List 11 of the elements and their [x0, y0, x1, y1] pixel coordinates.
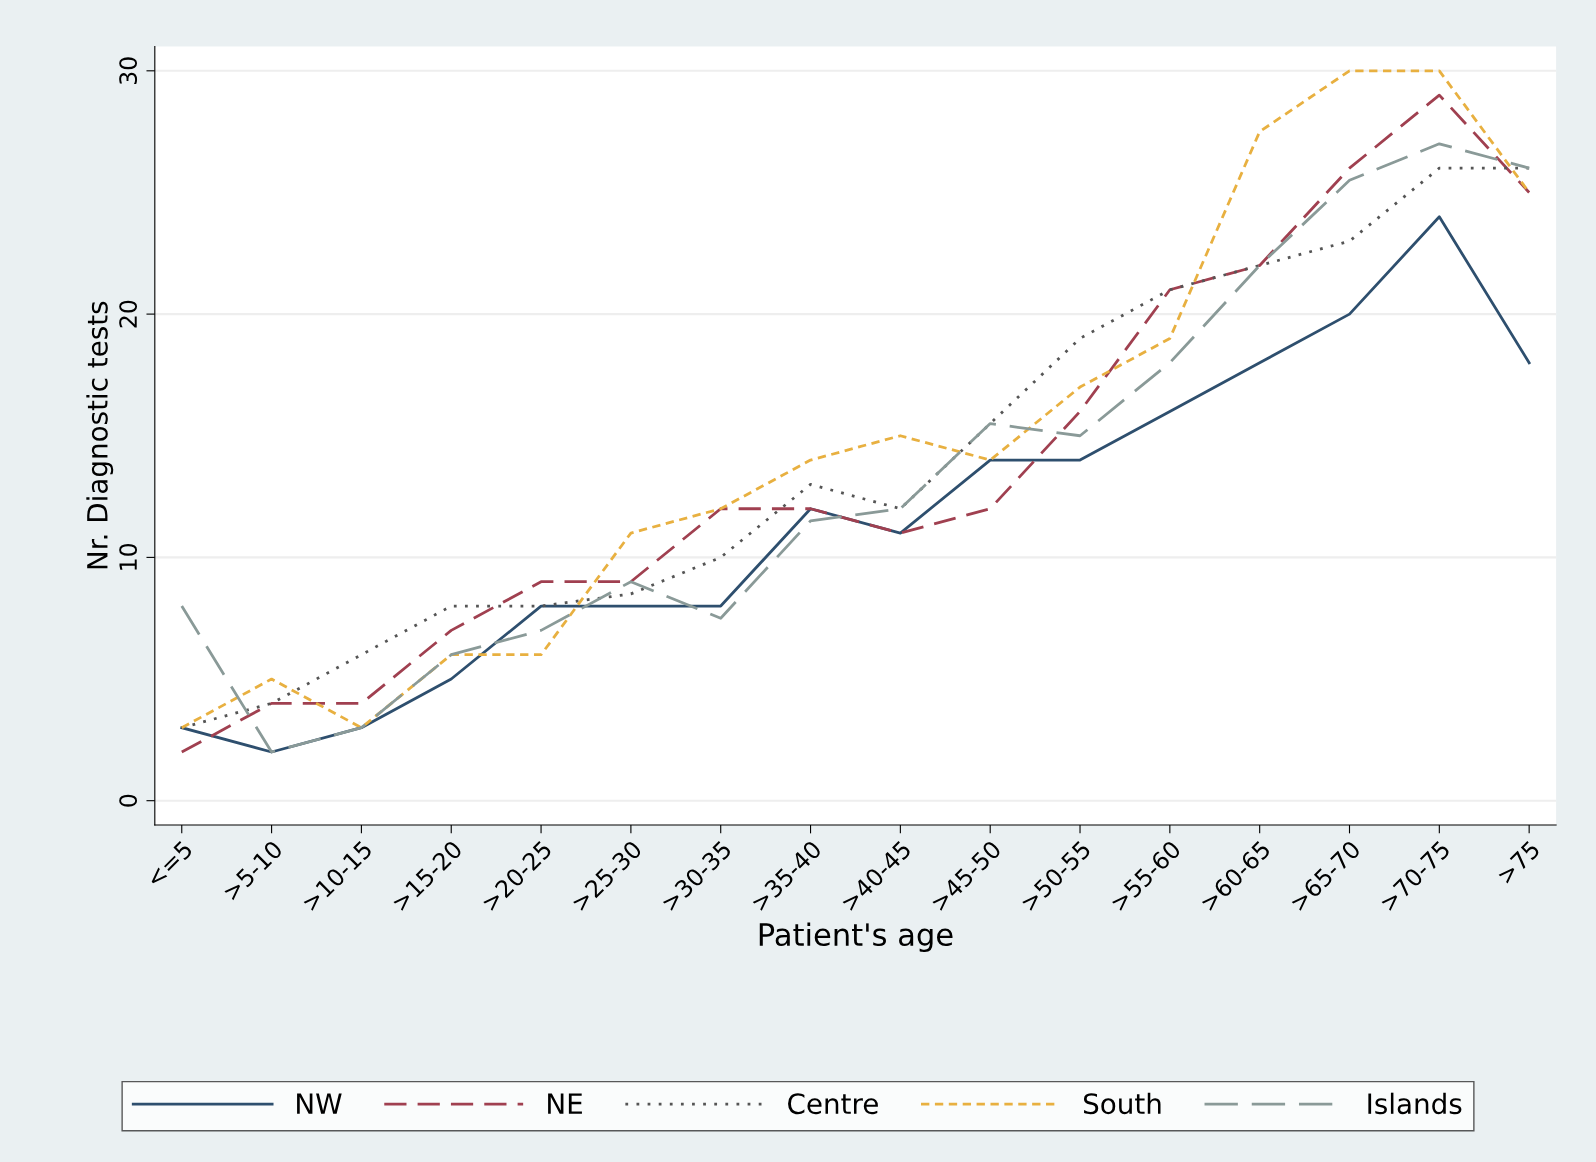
- y-tick-label: 10: [119, 543, 138, 570]
- x-axis-title: Patient's age: [759, 922, 953, 952]
- legend-label: NE: [548, 1093, 582, 1114]
- y-tick-label: 0: [119, 794, 138, 807]
- legend-label: Islands: [1368, 1092, 1462, 1115]
- y-tick-label: 20: [119, 300, 138, 328]
- y-tick-label: 30: [119, 57, 138, 85]
- legend-label: South: [1083, 1092, 1161, 1115]
- y-axis-title: Nr. Diagnostic tests: [86, 301, 114, 569]
- legend-label: Centre: [788, 1093, 878, 1115]
- legend-label: NW: [297, 1093, 342, 1114]
